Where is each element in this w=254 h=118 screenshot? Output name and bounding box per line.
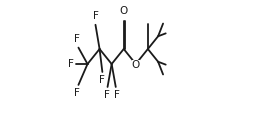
Text: F: F [114,90,120,100]
Text: O: O [132,60,140,70]
Text: F: F [74,88,80,98]
Text: F: F [74,34,80,44]
Text: O: O [119,6,128,16]
Text: F: F [68,59,74,69]
Text: F: F [92,11,98,21]
Text: F: F [104,90,109,100]
Text: F: F [99,75,105,85]
